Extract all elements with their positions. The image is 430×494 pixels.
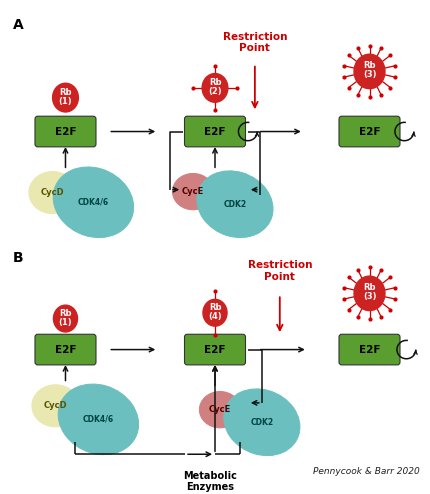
Circle shape bbox=[202, 74, 227, 102]
Text: Restriction
Point: Restriction Point bbox=[222, 32, 286, 53]
Text: CycE: CycE bbox=[181, 187, 204, 196]
Text: E2F: E2F bbox=[55, 126, 76, 136]
Text: Rb
(1): Rb (1) bbox=[58, 87, 72, 106]
Text: Rb
(1): Rb (1) bbox=[58, 309, 72, 327]
Circle shape bbox=[52, 83, 78, 112]
Text: E2F: E2F bbox=[55, 345, 76, 355]
Text: CycD: CycD bbox=[43, 401, 67, 411]
Ellipse shape bbox=[223, 389, 299, 455]
Text: CycD: CycD bbox=[40, 188, 64, 197]
FancyBboxPatch shape bbox=[184, 334, 245, 365]
Ellipse shape bbox=[197, 171, 273, 238]
Ellipse shape bbox=[32, 385, 79, 427]
Text: Rb
(2): Rb (2) bbox=[208, 78, 221, 96]
Text: Rb
(4): Rb (4) bbox=[208, 303, 221, 321]
Text: CycE: CycE bbox=[209, 405, 230, 414]
Circle shape bbox=[53, 305, 77, 332]
FancyBboxPatch shape bbox=[35, 334, 96, 365]
Ellipse shape bbox=[53, 167, 133, 238]
Text: E2F: E2F bbox=[204, 126, 225, 136]
Text: CDK2: CDK2 bbox=[223, 200, 246, 208]
Text: Restriction
Point: Restriction Point bbox=[247, 260, 311, 282]
Text: E2F: E2F bbox=[358, 126, 379, 136]
Ellipse shape bbox=[172, 173, 213, 210]
FancyBboxPatch shape bbox=[184, 116, 245, 147]
Text: B: B bbox=[12, 251, 23, 265]
FancyBboxPatch shape bbox=[338, 116, 399, 147]
Text: CDK4/6: CDK4/6 bbox=[78, 198, 109, 207]
Text: A: A bbox=[12, 18, 23, 32]
Circle shape bbox=[353, 54, 384, 89]
Circle shape bbox=[203, 299, 227, 326]
Ellipse shape bbox=[58, 384, 138, 454]
Text: Rb
(3): Rb (3) bbox=[362, 61, 375, 79]
Ellipse shape bbox=[199, 391, 240, 428]
FancyBboxPatch shape bbox=[35, 116, 96, 147]
Text: CDK2: CDK2 bbox=[250, 418, 273, 427]
Text: Pennycook & Barr 2020: Pennycook & Barr 2020 bbox=[312, 466, 418, 476]
Text: CDK4/6: CDK4/6 bbox=[83, 415, 114, 424]
Ellipse shape bbox=[29, 171, 76, 213]
Text: Rb
(3): Rb (3) bbox=[362, 283, 375, 301]
FancyBboxPatch shape bbox=[338, 334, 399, 365]
Circle shape bbox=[353, 276, 384, 311]
Text: Metabolic
Enzymes: Metabolic Enzymes bbox=[183, 471, 237, 492]
Text: E2F: E2F bbox=[204, 345, 225, 355]
Text: E2F: E2F bbox=[358, 345, 379, 355]
